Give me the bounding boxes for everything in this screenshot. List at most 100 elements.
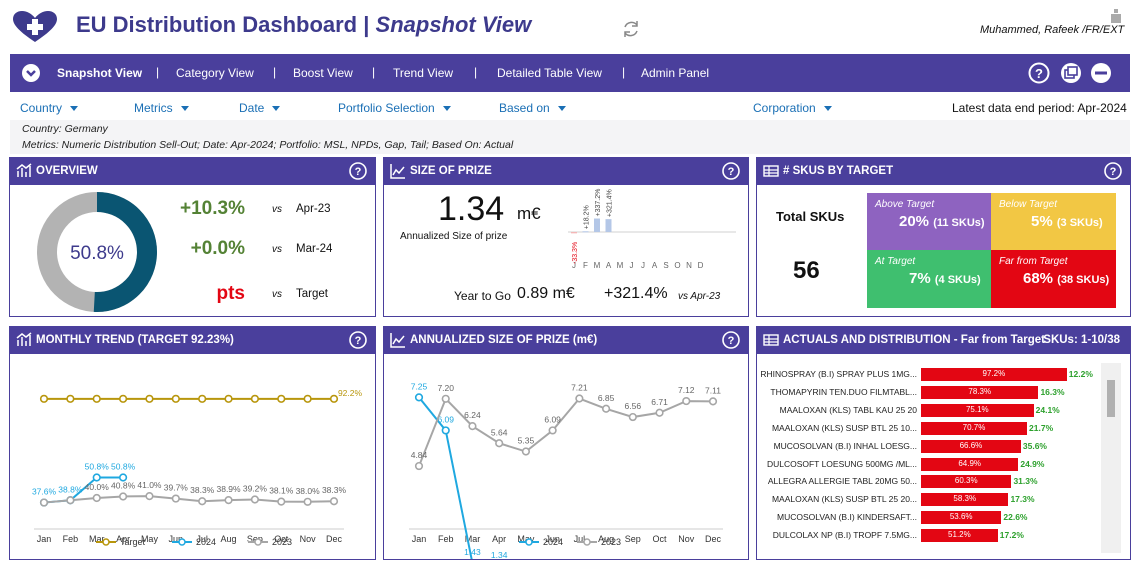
table-row[interactable]: MAALOXAN (KLS) SUSP BTL 25 20... 58.3% 17.…: [757, 492, 1129, 508]
nav-boost-view[interactable]: Boost View: [293, 66, 353, 80]
total-skus-label: Total SKUs: [776, 209, 845, 224]
data-point: [224, 495, 233, 505]
table-row[interactable]: MUCOSOLVAN (B.I) INHAL LOESG... 66.6% 35.6…: [757, 439, 1129, 455]
table-row[interactable]: DULCOLAX NP (B.I) TROPF 7.5MG... 51.2% 17.…: [757, 528, 1129, 544]
distribution-value: 53.6%: [949, 512, 973, 522]
nav-separator: |: [622, 65, 626, 79]
help-icon[interactable]: ?: [349, 162, 367, 180]
filter-date[interactable]: Date: [239, 101, 281, 115]
x-tick-label: Feb: [63, 534, 79, 544]
x-tick-label: Sep: [625, 534, 641, 544]
ytg-label: Year to Go: [454, 289, 511, 303]
prize-bar-label: -33.3%: [572, 242, 579, 264]
data-point: [303, 394, 312, 403]
actuals-list: RHINOSPRAY (B.I) SPRAY PLUS 1MG... 97.2% 1…: [757, 367, 1102, 552]
help-icon[interactable]: ?: [349, 331, 367, 349]
skus-panel: # SKUS BY TARGET ? Total SKUs 56 Above T…: [756, 157, 1131, 317]
nav-admin-panel[interactable]: Admin Panel: [641, 66, 710, 80]
filter-portfolio[interactable]: Portfolio Selection: [338, 101, 451, 115]
help-icon[interactable]: ?: [1028, 62, 1050, 84]
data-label: 41.0%: [137, 480, 162, 490]
filter-based-on[interactable]: Based on: [499, 101, 566, 115]
x-tick-label: Nov: [300, 534, 317, 544]
actuals-percent: 24.1%: [1035, 404, 1060, 415]
data-point: [548, 426, 557, 435]
sku-name: DULCOSOFT LOESUNG 500MG /ML...: [766, 458, 917, 469]
table-row[interactable]: RHINOSPRAY (B.I) SPRAY PLUS 1MG... 97.2% 1…: [757, 367, 1129, 383]
scrollbar[interactable]: [1101, 363, 1121, 553]
quadrant-below-target[interactable]: Below Target 5% (3 SKUs): [991, 193, 1116, 250]
table-row[interactable]: DULCOSOFT LOESUNG 500MG /ML... 64.9% 24.9%: [757, 457, 1129, 473]
x-tick-label: Jul: [196, 534, 208, 544]
x-tick-label: Apr: [492, 534, 506, 544]
overview-vs: vs: [272, 244, 282, 255]
prize-bar: [605, 219, 612, 232]
data-point: [441, 394, 450, 403]
quadrant-above-target[interactable]: Above Target 20% (11 SKUs): [867, 193, 991, 250]
data-label: 39.2%: [243, 484, 268, 494]
table-row[interactable]: ALLEGRA ALLERGIE TABL 20MG 50... 60.3% 31.…: [757, 474, 1129, 490]
svg-text:?: ?: [1110, 166, 1117, 178]
data-point: [250, 394, 260, 403]
nav-trend-view[interactable]: Trend View: [393, 66, 454, 80]
distribution-bar: [921, 385, 1039, 399]
sku-name: DULCOLAX NP (B.I) TROPF 7.5MG...: [772, 530, 917, 541]
x-tick-label: Feb: [438, 534, 454, 544]
overview-vs: vs: [272, 204, 282, 215]
sku-name: MAALOXAN (KLS) SUSP BTL 25 10...: [771, 422, 917, 433]
x-tick-label: Jun: [169, 534, 184, 544]
x-tick-label: Mar: [89, 534, 105, 544]
quadrant-at-target[interactable]: At Target 7% (4 SKUs): [867, 250, 991, 308]
table-row[interactable]: THOMAPYRIN TEN.DUO FILMTABL... 78.3% 16.3%: [757, 385, 1129, 401]
data-label: 38.0%: [296, 486, 321, 496]
quadrant-far-from-target[interactable]: Far from Target 68% (38 SKUs): [991, 250, 1116, 308]
x-tick-label: Jul: [574, 534, 586, 544]
data-label: 38.8%: [58, 484, 83, 494]
data-label: 5.64: [491, 427, 508, 437]
ytg-value: 0.89 m€: [517, 285, 575, 302]
actuals-percent: 31.3%: [1013, 476, 1038, 487]
help-icon[interactable]: ?: [722, 162, 740, 180]
scrollbar-thumb[interactable]: [1107, 380, 1115, 417]
filter-metrics[interactable]: Metrics: [134, 101, 189, 115]
refresh-icon[interactable]: [620, 18, 642, 40]
month-tick: M: [594, 261, 601, 270]
sku-name: THOMAPYRIN TEN.DUO FILMTABL...: [770, 386, 917, 397]
overview-vs: vs: [272, 289, 282, 300]
table-row[interactable]: MAALOXAN (KLS) SUSP BTL 25 10... 70.7% 21.…: [757, 421, 1129, 437]
nav-category-view[interactable]: Category View: [176, 66, 254, 80]
distribution-value: 70.7%: [962, 422, 986, 432]
data-label: 6.09: [437, 414, 454, 424]
data-point: [224, 394, 233, 403]
annualized-panel: ANNUALIZED SIZE OF PRIZE (m€) ? Jan Feb Ma…: [383, 326, 749, 560]
filter-corporation[interactable]: Corporation: [753, 101, 832, 115]
nav-detailed-table-view[interactable]: Detailed Table View: [497, 66, 602, 80]
nav-snapshot-view[interactable]: Snapshot View: [57, 66, 143, 80]
table-row[interactable]: MAALOXAN (KLS) TABL KAU 25 20 75.1% 24.1%: [757, 403, 1129, 419]
help-icon[interactable]: ?: [722, 331, 740, 349]
help-icon[interactable]: ?: [1104, 162, 1122, 180]
x-tick-label: Oct: [274, 534, 289, 544]
data-point: [66, 496, 75, 505]
month-tick: S: [663, 261, 668, 270]
chevron-down-icon[interactable]: [22, 64, 40, 82]
distribution-bar: [921, 457, 1019, 471]
minus-circle-icon[interactable]: [1090, 62, 1112, 84]
distribution-value: 64.9%: [958, 458, 982, 468]
data-point: [441, 426, 450, 435]
data-point: [145, 492, 154, 501]
data-point: [521, 447, 531, 456]
quadrant-value: 68% (38 SKUs): [1023, 270, 1110, 287]
copy-window-icon[interactable]: [1060, 62, 1082, 84]
x-tick-label: Aug: [598, 534, 614, 544]
actuals-percent: 12.2%: [1068, 369, 1093, 379]
data-label: 50.8%: [111, 461, 136, 471]
table-row[interactable]: MUCOSOLVAN (B.I) KINDERSAFT... 53.6% 22.6%: [757, 510, 1129, 526]
data-label: 92.2%: [338, 388, 363, 398]
month-tick: D: [698, 261, 704, 270]
prize-unit: m€: [517, 204, 541, 223]
data-label: 38.3%: [190, 485, 215, 495]
filter-country[interactable]: Country: [20, 101, 79, 115]
distribution-value: 75.1%: [965, 404, 989, 414]
data-point: [601, 404, 611, 413]
